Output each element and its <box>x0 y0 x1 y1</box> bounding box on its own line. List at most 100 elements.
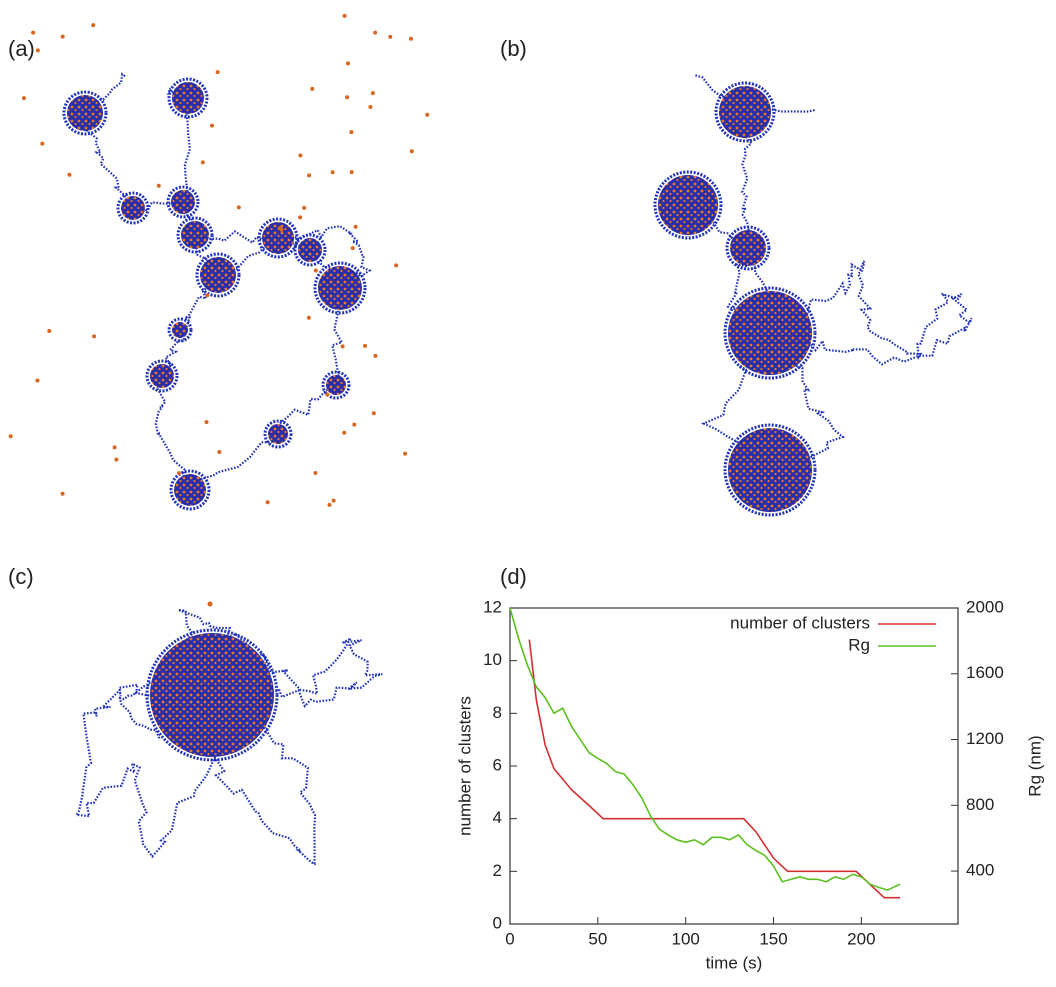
free-protein <box>156 183 161 188</box>
free-protein <box>35 378 40 383</box>
chromatin-cluster <box>298 238 322 262</box>
y2-tick-label: 400 <box>966 861 994 880</box>
y-tick-label: 6 <box>493 755 502 774</box>
y2-tick-label: 800 <box>966 795 994 814</box>
chromatin-cluster <box>169 469 211 511</box>
x-tick-label: 100 <box>671 929 699 948</box>
free-protein <box>209 123 214 128</box>
free-protein <box>47 328 52 333</box>
chromatin-cluster <box>167 317 193 343</box>
free-protein <box>298 153 303 158</box>
chromatin-cluster <box>719 86 771 138</box>
free-protein <box>204 420 209 425</box>
free-protein <box>345 61 350 66</box>
free-protein <box>327 502 332 507</box>
chromatin-cluster <box>121 196 145 220</box>
free-protein <box>331 498 336 503</box>
free-protein <box>373 30 378 35</box>
chromatin-cluster <box>723 423 817 517</box>
free-protein <box>306 315 311 320</box>
free-protein <box>302 205 307 210</box>
chromatin-cluster <box>728 291 812 375</box>
chromatin-cluster <box>195 252 241 298</box>
chromatin-cluster <box>653 170 723 240</box>
x-tick-label: 150 <box>759 929 787 948</box>
y2-axis-label: Rg (nm) <box>1025 735 1044 796</box>
free-protein <box>236 205 241 210</box>
free-protein <box>60 491 65 496</box>
y-tick-label: 12 <box>483 597 502 616</box>
free-protein <box>310 86 315 91</box>
chromatin-cluster <box>318 266 362 310</box>
free-protein <box>350 246 355 251</box>
chromatin-cluster <box>145 359 179 393</box>
free-protein <box>342 430 347 435</box>
chromatin-cluster <box>116 191 150 225</box>
x-tick-label: 200 <box>847 929 875 948</box>
free-protein <box>349 170 354 175</box>
free-protein <box>31 30 36 35</box>
free-protein <box>403 451 408 456</box>
chromatin-cluster <box>326 375 346 395</box>
free-protein <box>349 130 354 135</box>
free-protein <box>114 457 119 462</box>
y2-tick-label: 1600 <box>966 663 1004 682</box>
free-protein <box>21 96 26 101</box>
x-tick-label: 50 <box>588 929 607 948</box>
chromatin-cluster <box>181 221 209 249</box>
free-protein <box>409 149 414 154</box>
free-protein <box>313 268 318 273</box>
free-protein <box>388 34 393 39</box>
free-protein <box>92 334 97 339</box>
free-protein <box>352 422 357 427</box>
chromatin-cluster <box>176 216 214 254</box>
chromatin-cluster <box>200 257 236 293</box>
free-protein <box>67 172 72 177</box>
panel-label: (c) <box>8 564 34 589</box>
chromatin-cluster <box>62 90 108 136</box>
free-protein <box>342 13 347 18</box>
chromatin-cluster <box>293 233 327 267</box>
chromatin-cluster <box>150 364 174 388</box>
free-protein <box>368 105 373 110</box>
free-protein <box>112 445 117 450</box>
free-protein <box>35 48 40 53</box>
free-protein <box>217 450 222 455</box>
data-line <box>509 607 901 891</box>
free-protein <box>370 91 375 96</box>
panel-label: (b) <box>500 36 527 61</box>
free-protein <box>425 112 430 117</box>
chromatin-cluster <box>150 633 274 757</box>
y-axis-label: number of clusters <box>455 696 474 836</box>
chromatin-cluster <box>714 81 776 143</box>
chromatin-cluster <box>725 225 771 271</box>
chromatin-cluster <box>67 95 103 131</box>
free-protein <box>60 34 65 39</box>
chromatin-cluster <box>262 222 294 254</box>
y-tick-label: 4 <box>493 808 502 827</box>
plot-frame <box>509 607 959 925</box>
data-line <box>528 639 901 899</box>
free-protein <box>363 343 368 348</box>
polymer-chain <box>177 608 383 709</box>
y2-tick-label: 2000 <box>966 597 1004 616</box>
free-protein <box>345 95 350 100</box>
chromatin-cluster <box>723 286 817 380</box>
polymer-chain <box>692 206 846 471</box>
chromatin-cluster <box>728 428 812 512</box>
free-protein <box>409 36 414 41</box>
free-protein <box>298 215 303 220</box>
chromatin-cluster <box>171 190 195 214</box>
y-tick-label: 8 <box>493 703 502 722</box>
plot: 0 50 100 150 200024681012400800120016002000t… <box>455 597 1044 972</box>
free-protein <box>307 173 312 178</box>
x-axis-label: time (s) <box>706 953 763 972</box>
free-protein <box>91 23 96 28</box>
simulation-renders <box>8 13 973 866</box>
y-tick-label: 0 <box>493 913 502 932</box>
chromatin-cluster <box>321 370 351 400</box>
free-protein <box>265 500 270 505</box>
free-protein <box>40 141 45 146</box>
free-protein <box>200 160 205 165</box>
